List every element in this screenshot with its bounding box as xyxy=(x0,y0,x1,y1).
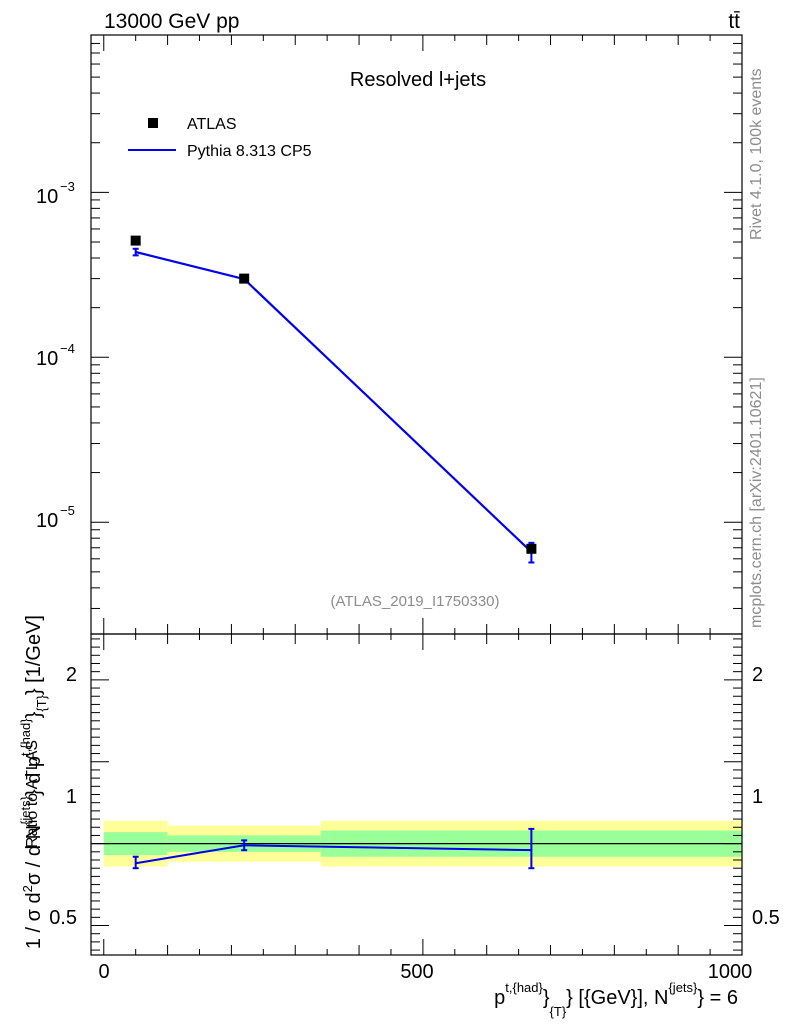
legend-atlas-marker xyxy=(148,118,158,128)
atlas-point-1 xyxy=(239,273,250,284)
rivet-label: Rivet 4.1.0, 100k events xyxy=(748,68,765,240)
main-y-tick-label-1e-5: 10 −5 xyxy=(36,503,75,532)
svg-text:10: 10 xyxy=(36,510,58,532)
ratio-y-tick-label-0.5: 0.5 xyxy=(49,907,77,929)
ratio-y-tick-label-1: 1 xyxy=(66,786,77,808)
svg-text:−3: −3 xyxy=(60,179,75,194)
data-layer xyxy=(130,235,537,870)
legend-atlas-label: ATLAS xyxy=(187,116,237,133)
analysis-watermark: (ATLAS_2019_I1750330) xyxy=(330,593,499,610)
svg-text:−4: −4 xyxy=(60,341,75,356)
energy-label: 13000 GeV pp xyxy=(104,10,239,33)
legend-mc-label: Pythia 8.313 CP5 xyxy=(187,143,312,160)
ratio-y-tick-label-2-right: 2 xyxy=(752,664,763,686)
main-y-axis-label: 1 / σ d2σ / d N{jets}} d pt,{had}}{T}} [… xyxy=(18,615,49,949)
ratio-y-tick-label-1-right: 1 xyxy=(752,786,763,808)
ratio-y-axis-label: Ratio to ATLAS xyxy=(24,740,41,848)
process-label: tt̄ xyxy=(728,10,740,33)
svg-text:−5: −5 xyxy=(60,503,75,518)
legend: ATLAS Pythia 8.313 CP5 xyxy=(128,116,312,160)
ratio-plot-frame xyxy=(90,633,743,956)
x-tick-label-1000: 1000 xyxy=(708,961,753,983)
atlas-point-0 xyxy=(130,235,141,246)
atlas-point-2 xyxy=(526,543,537,554)
svg-text:10: 10 xyxy=(36,348,58,370)
x-tick-label-500: 500 xyxy=(400,961,433,983)
mcplots-label: mcplots.cern.ch [arXiv:2401.10621] xyxy=(748,377,765,628)
main-y-tick-label-1e-3: 10 −3 xyxy=(36,179,75,208)
x-axis-label: pt,{had}}{T}} [{GeV}], N{jets}} = 6 xyxy=(494,980,738,1019)
mc-line xyxy=(135,250,533,553)
ratio-y-tick-label-0.5-right: 0.5 xyxy=(752,907,780,929)
ratio-bands xyxy=(91,820,742,867)
svg-text:10: 10 xyxy=(36,186,58,208)
ratio-y-tick-label-2: 2 xyxy=(66,664,77,686)
plot-title: Resolved l+jets xyxy=(350,69,486,91)
main-y-tick-label-1e-4: 10 −4 xyxy=(36,341,75,370)
x-tick-label-0: 0 xyxy=(98,961,109,983)
axis-ticks xyxy=(91,35,743,955)
